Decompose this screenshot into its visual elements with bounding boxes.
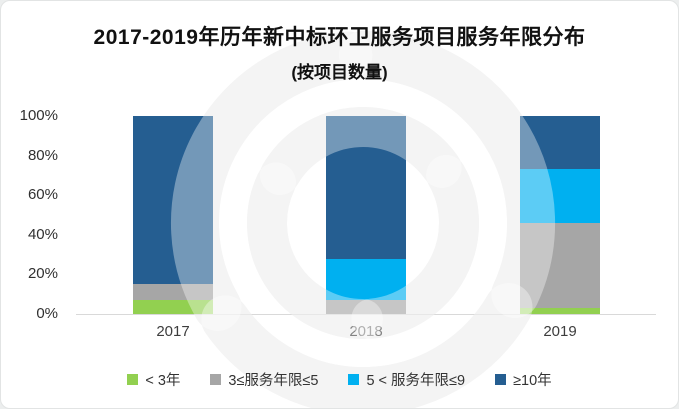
y-tick-label: 80% xyxy=(27,146,58,164)
bar-segment xyxy=(326,300,406,314)
bar-segment xyxy=(326,116,406,259)
legend: < 3年 3≤服务年限≤5 5 < 服务年限≤9 ≥10年 xyxy=(1,369,678,390)
bar-segment xyxy=(520,308,600,314)
y-tick-label: 0% xyxy=(36,305,58,322)
bar-segment xyxy=(520,222,600,309)
y-tick-label: 20% xyxy=(27,265,58,283)
legend-item: < 3年 xyxy=(127,369,180,390)
legend-swatch xyxy=(348,374,360,385)
legend-item: 3≤服务年限≤5 xyxy=(210,369,318,390)
legend-swatch xyxy=(127,374,139,385)
legend-swatch xyxy=(495,374,507,385)
y-tick-label: 40% xyxy=(27,225,58,243)
bar-segment xyxy=(520,116,600,170)
bar-segment xyxy=(326,258,406,301)
legend-label: 5 < 服务年限≤9 xyxy=(366,373,466,389)
x-axis-label: 2019 xyxy=(543,323,577,340)
legend-label: 3≤服务年限≤5 xyxy=(228,373,319,389)
chart-subtitle: (按项目数量) xyxy=(291,63,388,82)
y-tick-label: 60% xyxy=(27,186,58,204)
x-axis-label: 2018 xyxy=(349,323,383,340)
legend-item: ≥10年 xyxy=(495,369,552,390)
chart-title: 2017-2019年历年新中标环卫服务项目服务年限分布 xyxy=(93,26,586,49)
bar-segment xyxy=(133,300,213,314)
y-tick-label: 100% xyxy=(19,107,58,124)
x-axis-line xyxy=(76,314,656,315)
legend-swatch xyxy=(210,374,222,385)
legend-label: < 3年 xyxy=(145,373,181,389)
legend-item: 5 < 服务年限≤9 xyxy=(348,369,465,390)
x-axis-label: 2017 xyxy=(156,323,190,340)
bar-segment xyxy=(520,169,600,223)
bar-segment xyxy=(133,116,213,285)
bar-segment xyxy=(133,284,213,301)
legend-label: ≥10年 xyxy=(513,373,552,389)
